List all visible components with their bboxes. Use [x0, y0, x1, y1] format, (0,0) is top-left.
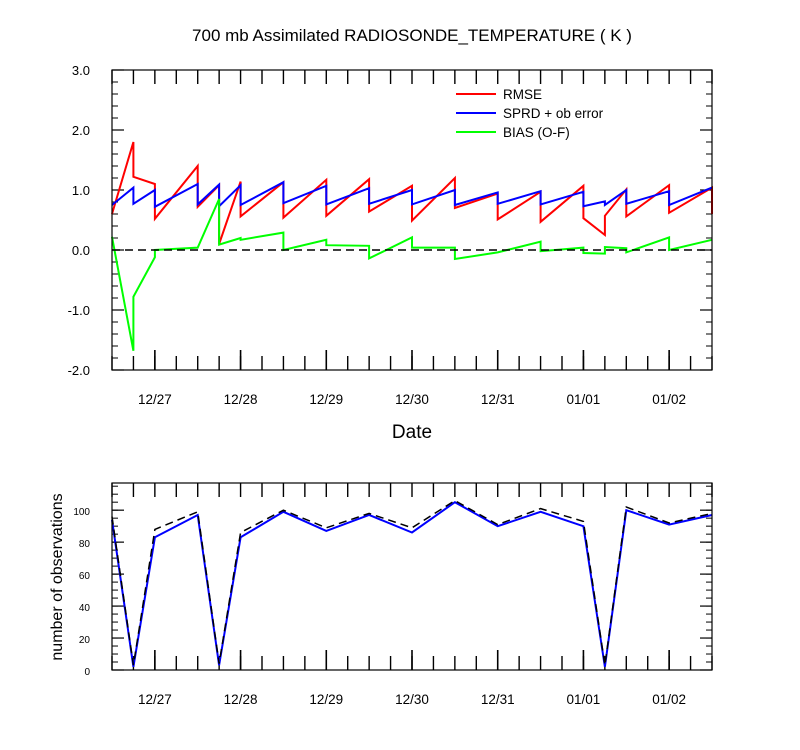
x-tick-label: 12/31: [481, 692, 515, 707]
y-tick-label: 0: [84, 667, 90, 678]
x-tick-label: 12/27: [138, 392, 172, 407]
x-tick-label: 12/28: [224, 392, 258, 407]
bottom-series-group: [111, 499, 713, 667]
x-tick-label: 12/28: [224, 692, 258, 707]
x-tick-label: 12/29: [309, 392, 343, 407]
x-tick-label: 12/27: [138, 692, 172, 707]
x-tick-label: 12/30: [395, 392, 429, 407]
series-line-bias-o-f: [111, 198, 713, 351]
x-tick-label: 01/02: [652, 692, 686, 707]
y-tick-label: 100: [73, 507, 90, 518]
x-tick-label: 01/01: [567, 692, 601, 707]
top-series-group: [111, 141, 713, 351]
y-axis-label: number of observations: [49, 493, 66, 660]
bottom-y-tick-labels: 0 20 40 60 80 100: [73, 507, 90, 678]
legend-label-bias-o-f: BIAS (O-F): [503, 125, 570, 140]
y-tick-label: 2.0: [72, 123, 90, 138]
series-line-observations-possible: [111, 499, 713, 666]
x-tick-label: 12/29: [309, 692, 343, 707]
series-line-sprd-ob-error: [111, 180, 713, 209]
y-tick-label: 80: [79, 539, 91, 550]
y-tick-label: 1.0: [72, 183, 90, 198]
y-tick-label: 20: [79, 635, 91, 646]
bottom-x-tick-labels: 12/27 12/28 12/29 12/30 12/31 01/01 01/02: [138, 692, 686, 707]
legend-label-sprd-ob-error: SPRD + ob error: [503, 106, 604, 121]
x-axis-label: Date: [392, 422, 432, 443]
top-x-tick-labels: 12/27 12/28 12/29 12/30 12/31 01/01 01/02: [138, 392, 686, 407]
x-tick-label: 12/31: [481, 392, 515, 407]
series-line-observations-used: [111, 501, 713, 667]
legend: RMSE SPRD + ob error BIAS (O-F): [456, 87, 604, 140]
legend-label-rmse: RMSE: [503, 87, 542, 102]
y-tick-label: 0.0: [72, 243, 90, 258]
y-tick-label: -2.0: [68, 363, 90, 378]
x-tick-label: 01/01: [567, 392, 601, 407]
top-plot-frame: [111, 69, 713, 371]
rmse-bias-chart: 700 mb Assimilated RADIOSONDE_TEMPERATUR…: [68, 26, 713, 443]
y-tick-label: 40: [79, 603, 91, 614]
bottom-plot-frame: [111, 482, 713, 671]
y-tick-label: 60: [79, 571, 91, 582]
chart-title: 700 mb Assimilated RADIOSONDE_TEMPERATUR…: [192, 26, 632, 45]
observation-count-chart: number of observations 0 20 40 60 80 100 12/2…: [49, 482, 713, 707]
top-y-tick-labels: -2.0 -1.0 0.0 1.0 2.0 3.0: [68, 63, 90, 378]
y-tick-label: 3.0: [72, 63, 90, 78]
bottom-axis-ticks: [111, 483, 713, 671]
x-tick-label: 12/30: [395, 692, 429, 707]
y-tick-label: -1.0: [68, 303, 90, 318]
x-tick-label: 01/02: [652, 392, 686, 407]
